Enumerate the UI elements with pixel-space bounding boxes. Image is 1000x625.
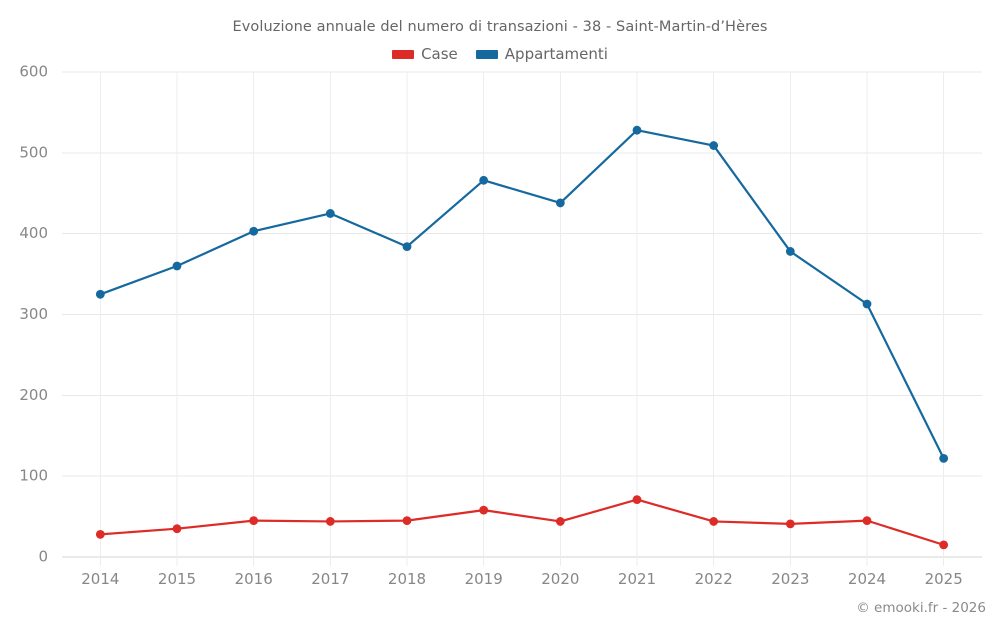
x-axis-tick-labels: 2014 2015 2016 2017 2018 2019 2020 2021 2022 2023… — [81, 570, 963, 588]
data-point-case-2021[interactable] — [632, 495, 642, 505]
x-tick-2014: 2014 — [81, 570, 119, 588]
series-line-appartamenti — [99, 129, 945, 460]
data-series-layer — [95, 125, 949, 550]
data-point-case-2014[interactable] — [95, 529, 105, 539]
data-point-case-2025[interactable] — [939, 540, 949, 550]
data-point-appartamenti-2024[interactable] — [862, 299, 872, 309]
y-tick-400: 400 — [19, 224, 48, 242]
data-point-appartamenti-2025[interactable] — [939, 453, 949, 463]
y-axis-tick-labels: 0 100 200 300 400 500 600 — [19, 63, 48, 566]
x-tick-2024: 2024 — [848, 570, 886, 588]
y-tick-500: 500 — [19, 143, 48, 161]
data-point-appartamenti-2023[interactable] — [785, 247, 795, 256]
legend-swatch-case — [392, 49, 415, 59]
y-tick-0: 0 — [38, 548, 48, 566]
x-tick-2019: 2019 — [465, 570, 503, 588]
chart-title: Evoluzione annuale del numero di transaz… — [232, 19, 768, 35]
x-tick-2016: 2016 — [235, 570, 273, 588]
legend-item-case[interactable]: Case — [392, 45, 458, 63]
y-tick-300: 300 — [19, 305, 48, 323]
data-point-case-2022[interactable] — [709, 517, 719, 526]
data-point-appartamenti-2021[interactable] — [632, 125, 642, 135]
data-point-appartamenti-2015[interactable] — [172, 261, 182, 271]
legend-label-appartamenti: Appartamenti — [504, 45, 608, 63]
data-point-appartamenti-2017[interactable] — [325, 209, 335, 218]
x-tick-2022: 2022 — [695, 570, 733, 588]
data-point-case-2015[interactable] — [172, 524, 182, 534]
series-line-case — [99, 498, 945, 546]
grid-layer — [62, 71, 982, 558]
x-tick-2021: 2021 — [618, 570, 656, 588]
x-tick-2023: 2023 — [771, 570, 809, 588]
vertical-grid-layer — [99, 72, 945, 566]
y-tick-600: 600 — [19, 63, 48, 81]
x-tick-2018: 2018 — [388, 570, 426, 588]
x-tick-2025: 2025 — [925, 570, 963, 588]
legend-label-case: Case — [421, 45, 458, 63]
data-point-case-2024[interactable] — [862, 516, 872, 526]
data-point-appartamenti-2014[interactable] — [95, 289, 105, 299]
credit-text: © emooki.fr - 2026 — [856, 600, 986, 616]
y-tick-200: 200 — [19, 386, 48, 404]
legend-item-appartamenti[interactable]: Appartamenti — [475, 45, 608, 63]
chart-legend: Case Appartamenti — [0, 45, 1000, 63]
legend-swatch-appartamenti — [475, 49, 498, 59]
data-point-appartamenti-2019[interactable] — [479, 175, 489, 185]
data-point-case-2016[interactable] — [249, 516, 259, 526]
x-tick-2015: 2015 — [158, 570, 196, 588]
data-point-case-2018[interactable] — [402, 516, 412, 526]
x-tick-2017: 2017 — [311, 570, 349, 588]
data-point-case-2023[interactable] — [785, 519, 795, 529]
data-point-case-2019[interactable] — [479, 505, 489, 515]
data-point-appartamenti-2020[interactable] — [555, 198, 565, 208]
data-point-appartamenti-2016[interactable] — [249, 226, 259, 236]
y-tick-100: 100 — [19, 467, 48, 485]
data-point-appartamenti-2022[interactable] — [709, 141, 719, 150]
data-point-case-2020[interactable] — [555, 517, 565, 526]
data-point-case-2017[interactable] — [325, 517, 335, 526]
data-point-appartamenti-2018[interactable] — [402, 242, 412, 252]
x-tick-2020: 2020 — [541, 570, 579, 588]
